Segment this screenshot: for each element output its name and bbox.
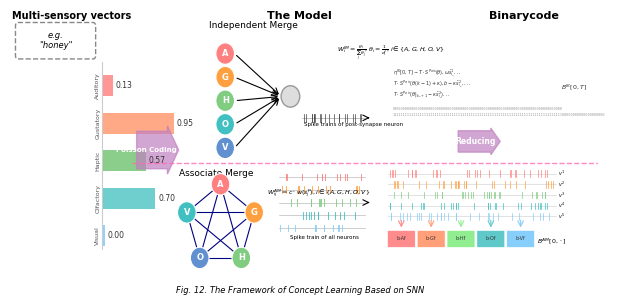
FancyBboxPatch shape — [103, 225, 105, 246]
FancyBboxPatch shape — [103, 150, 145, 171]
Text: e.g.
"honey": e.g. "honey" — [39, 31, 72, 50]
Text: G: G — [221, 73, 228, 82]
Text: A: A — [217, 180, 224, 189]
Text: $\eta^{IK}[0,T]\sim T\cdot S^{Pois}(\theta),\omega\hat{s}_{i_{0}}^{1}...$: $\eta^{IK}[0,T]\sim T\cdot S^{Pois}(\the… — [393, 68, 461, 79]
Circle shape — [216, 43, 234, 64]
Text: 11111111111111111111111111111111111111111111111111111111111111111111111111111111: 1111111111111111111111111111111111111111… — [393, 113, 605, 117]
Text: A: A — [222, 49, 228, 58]
Text: $B^{IK}[0,T]$: $B^{IK}[0,T]$ — [561, 82, 587, 92]
Circle shape — [216, 90, 234, 111]
FancyBboxPatch shape — [103, 112, 174, 134]
Text: V: V — [222, 143, 228, 152]
FancyArrow shape — [137, 126, 179, 174]
Text: b-Vf: b-Vf — [516, 236, 525, 242]
Circle shape — [232, 247, 251, 269]
FancyBboxPatch shape — [507, 230, 534, 248]
Circle shape — [245, 202, 264, 223]
Text: O: O — [196, 254, 204, 262]
Text: O: O — [221, 120, 228, 129]
Text: Associate Merge: Associate Merge — [179, 169, 253, 178]
Text: $v^1$: $v^1$ — [558, 169, 565, 178]
Text: Poisson Coding: Poisson Coding — [116, 147, 177, 153]
Text: $v^3$: $v^3$ — [558, 190, 565, 200]
Text: 0.95: 0.95 — [177, 119, 194, 128]
Text: G: G — [251, 208, 258, 217]
Text: Reducing: Reducing — [455, 137, 495, 146]
FancyBboxPatch shape — [477, 230, 505, 248]
Text: $W_{ij}^{AM}=c\cdot w(s_j^p),i\in\{A,G,H,O,V\}$: $W_{ij}^{AM}=c\cdot w(s_j^p),i\in\{A,G,H… — [267, 187, 371, 199]
FancyBboxPatch shape — [387, 230, 415, 248]
Circle shape — [211, 174, 230, 195]
Text: $W_i^{IM}=\frac{\theta_i}{\sum_j\theta_j},\theta_i=\frac{1}{\sigma_i^2},i\in\{A,: $W_i^{IM}=\frac{\theta_i}{\sum_j\theta_j… — [337, 44, 445, 63]
Text: 0.00: 0.00 — [108, 231, 125, 240]
Text: Visual: Visual — [95, 226, 100, 245]
Text: 00000000000000000000000000000000000000000000000000000000000000000000000000000000: 0000000000000000000000000000000000000000… — [393, 107, 563, 111]
FancyBboxPatch shape — [417, 230, 445, 248]
Text: V: V — [184, 208, 190, 217]
Text: $T\cdot S^{Pois}(\theta|_{k_0+1}-\kappa\hat{s}_{i_0}^2)...$: $T\cdot S^{Pois}(\theta|_{k_0+1}-\kappa\… — [393, 89, 451, 101]
Circle shape — [216, 66, 234, 88]
Text: 0.70: 0.70 — [158, 194, 175, 203]
Text: $v^2$: $v^2$ — [558, 180, 565, 189]
Text: Auditory: Auditory — [95, 72, 100, 99]
Text: 0.13: 0.13 — [116, 81, 132, 90]
Text: $v^5$: $v^5$ — [558, 212, 565, 221]
Text: Fig. 12. The Framework of Concept Learning Based on SNN: Fig. 12. The Framework of Concept Learni… — [175, 286, 424, 295]
Text: Spike trains of post-synapse neuron: Spike trains of post-synapse neuron — [305, 122, 404, 128]
Text: Gustatory: Gustatory — [95, 108, 100, 139]
Text: b-Gf: b-Gf — [426, 236, 436, 242]
FancyBboxPatch shape — [15, 22, 95, 59]
Circle shape — [177, 202, 196, 223]
Text: H: H — [221, 96, 228, 105]
Text: The Model: The Model — [268, 11, 332, 21]
Text: $T\cdot S^{Pois}(\theta(k-1)+\kappa),b-\kappa\hat{s}_{i_{0}}^2,...$: $T\cdot S^{Pois}(\theta(k-1)+\kappa),b-\… — [393, 79, 472, 90]
Circle shape — [281, 86, 300, 107]
Text: $B^{AM}[0,\cdot]$: $B^{AM}[0,\cdot]$ — [538, 237, 567, 246]
Text: b-Af: b-Af — [396, 236, 406, 242]
Text: Olfactory: Olfactory — [95, 184, 100, 213]
Circle shape — [216, 137, 234, 159]
Circle shape — [190, 247, 209, 269]
FancyBboxPatch shape — [447, 230, 475, 248]
FancyBboxPatch shape — [103, 188, 156, 209]
FancyArrow shape — [458, 128, 500, 155]
Text: Haptic: Haptic — [95, 151, 100, 171]
Text: b-Hf: b-Hf — [456, 236, 466, 242]
Text: H: H — [238, 254, 244, 262]
Text: Multi-sensory vectors: Multi-sensory vectors — [12, 11, 131, 21]
FancyBboxPatch shape — [103, 75, 113, 96]
Text: 0.57: 0.57 — [148, 156, 165, 165]
Text: b-Of: b-Of — [486, 236, 496, 242]
Text: Independent Merge: Independent Merge — [209, 21, 298, 30]
Text: Spike train of all neurons: Spike train of all neurons — [291, 235, 359, 240]
Circle shape — [216, 114, 234, 135]
Text: Binarycode: Binarycode — [488, 11, 558, 21]
Text: $v^4$: $v^4$ — [558, 201, 565, 210]
